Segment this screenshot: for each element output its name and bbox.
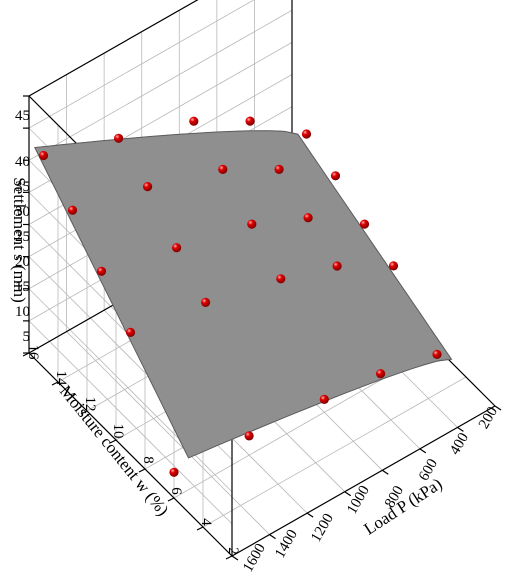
w-tick-label: 10 xyxy=(110,424,126,439)
data-point xyxy=(388,261,399,271)
frame-edge xyxy=(231,405,496,557)
tick-mark xyxy=(419,448,427,454)
tick-mark xyxy=(167,497,175,502)
data-point xyxy=(432,349,442,359)
tick-mark xyxy=(80,410,88,415)
z-tick-label: 25 xyxy=(15,229,30,245)
w-tick-label: 12 xyxy=(82,397,98,412)
data-point xyxy=(143,182,153,192)
grid-line xyxy=(66,331,270,535)
p-tick-label: 1600 xyxy=(240,541,269,575)
tick-mark xyxy=(51,381,59,386)
z-axis-title: Settlement s (mm) xyxy=(10,177,29,303)
grid-line xyxy=(202,376,467,528)
tick-mark xyxy=(306,512,314,518)
data-point xyxy=(303,213,313,223)
tick-mark xyxy=(269,534,276,540)
w-tick-label: 16 xyxy=(25,345,41,361)
tick-mark xyxy=(231,555,239,561)
grid-line xyxy=(28,0,255,129)
z-tick-label: 30 xyxy=(15,204,30,220)
z-tick-label: 10 xyxy=(15,304,30,320)
tick-mark xyxy=(344,491,352,497)
frame-edge xyxy=(28,0,199,97)
data-point xyxy=(319,394,329,404)
data-point xyxy=(96,266,107,276)
data-point xyxy=(244,431,254,441)
data-point xyxy=(125,327,136,337)
z-tick-label: 35 xyxy=(15,179,30,195)
data-point xyxy=(301,129,312,139)
w-tick-label: 6 xyxy=(168,487,184,495)
z-tick-label: 40 xyxy=(15,154,30,170)
z-tick-label: 20 xyxy=(15,254,30,270)
w-tick-label: 14 xyxy=(53,371,69,387)
z-tick-label: 5 xyxy=(23,329,31,345)
data-points xyxy=(38,116,442,477)
z-tick-labels: 5 10 15 20 25 30 35 40 45 xyxy=(15,108,30,345)
frame-edge xyxy=(28,352,233,557)
data-point xyxy=(218,164,228,174)
p-tick-label: 1000 xyxy=(344,483,373,517)
surface-outline xyxy=(34,130,453,459)
data-point xyxy=(274,164,284,174)
grid-line xyxy=(28,288,233,493)
tick-mark xyxy=(457,426,464,432)
tick-mark xyxy=(138,468,146,473)
grid-line xyxy=(28,9,293,161)
tick-mark xyxy=(225,555,233,560)
grid-line xyxy=(28,0,199,97)
data-point xyxy=(245,116,255,126)
data-point xyxy=(201,297,211,307)
grid-line xyxy=(28,320,233,525)
data-point xyxy=(172,243,182,253)
z-tick-label: 45 xyxy=(15,108,30,124)
tick-mark xyxy=(494,405,502,411)
w-tick-label: 4 xyxy=(198,518,214,526)
data-point xyxy=(332,261,342,271)
p-axis-title: Load P (kPa) xyxy=(360,474,445,538)
data-point xyxy=(67,205,78,215)
z-tick-label: 15 xyxy=(15,279,30,295)
p-tick-label: 400 xyxy=(447,430,472,457)
data-point xyxy=(376,369,386,379)
p-tick-label: 200 xyxy=(476,404,501,431)
data-point xyxy=(189,116,199,126)
tick-mark xyxy=(381,469,389,475)
data-point xyxy=(247,219,257,229)
data-point xyxy=(359,219,370,229)
w-tick-label: 8 xyxy=(140,456,156,464)
data-point xyxy=(330,171,341,181)
w-axis-title: Moisture content w (%) xyxy=(56,382,173,520)
data-point xyxy=(38,150,49,161)
fitted-surface xyxy=(34,130,453,459)
data-point xyxy=(276,274,286,284)
tick-mark xyxy=(109,439,117,444)
data-point xyxy=(169,467,179,477)
w-tick-labels: 2 4 6 8 10 12 14 16 xyxy=(25,345,241,555)
p-tick-label: 1400 xyxy=(272,527,301,561)
data-point xyxy=(114,133,124,143)
w-tick-label: 2 xyxy=(225,547,241,555)
tick-mark xyxy=(196,526,204,531)
